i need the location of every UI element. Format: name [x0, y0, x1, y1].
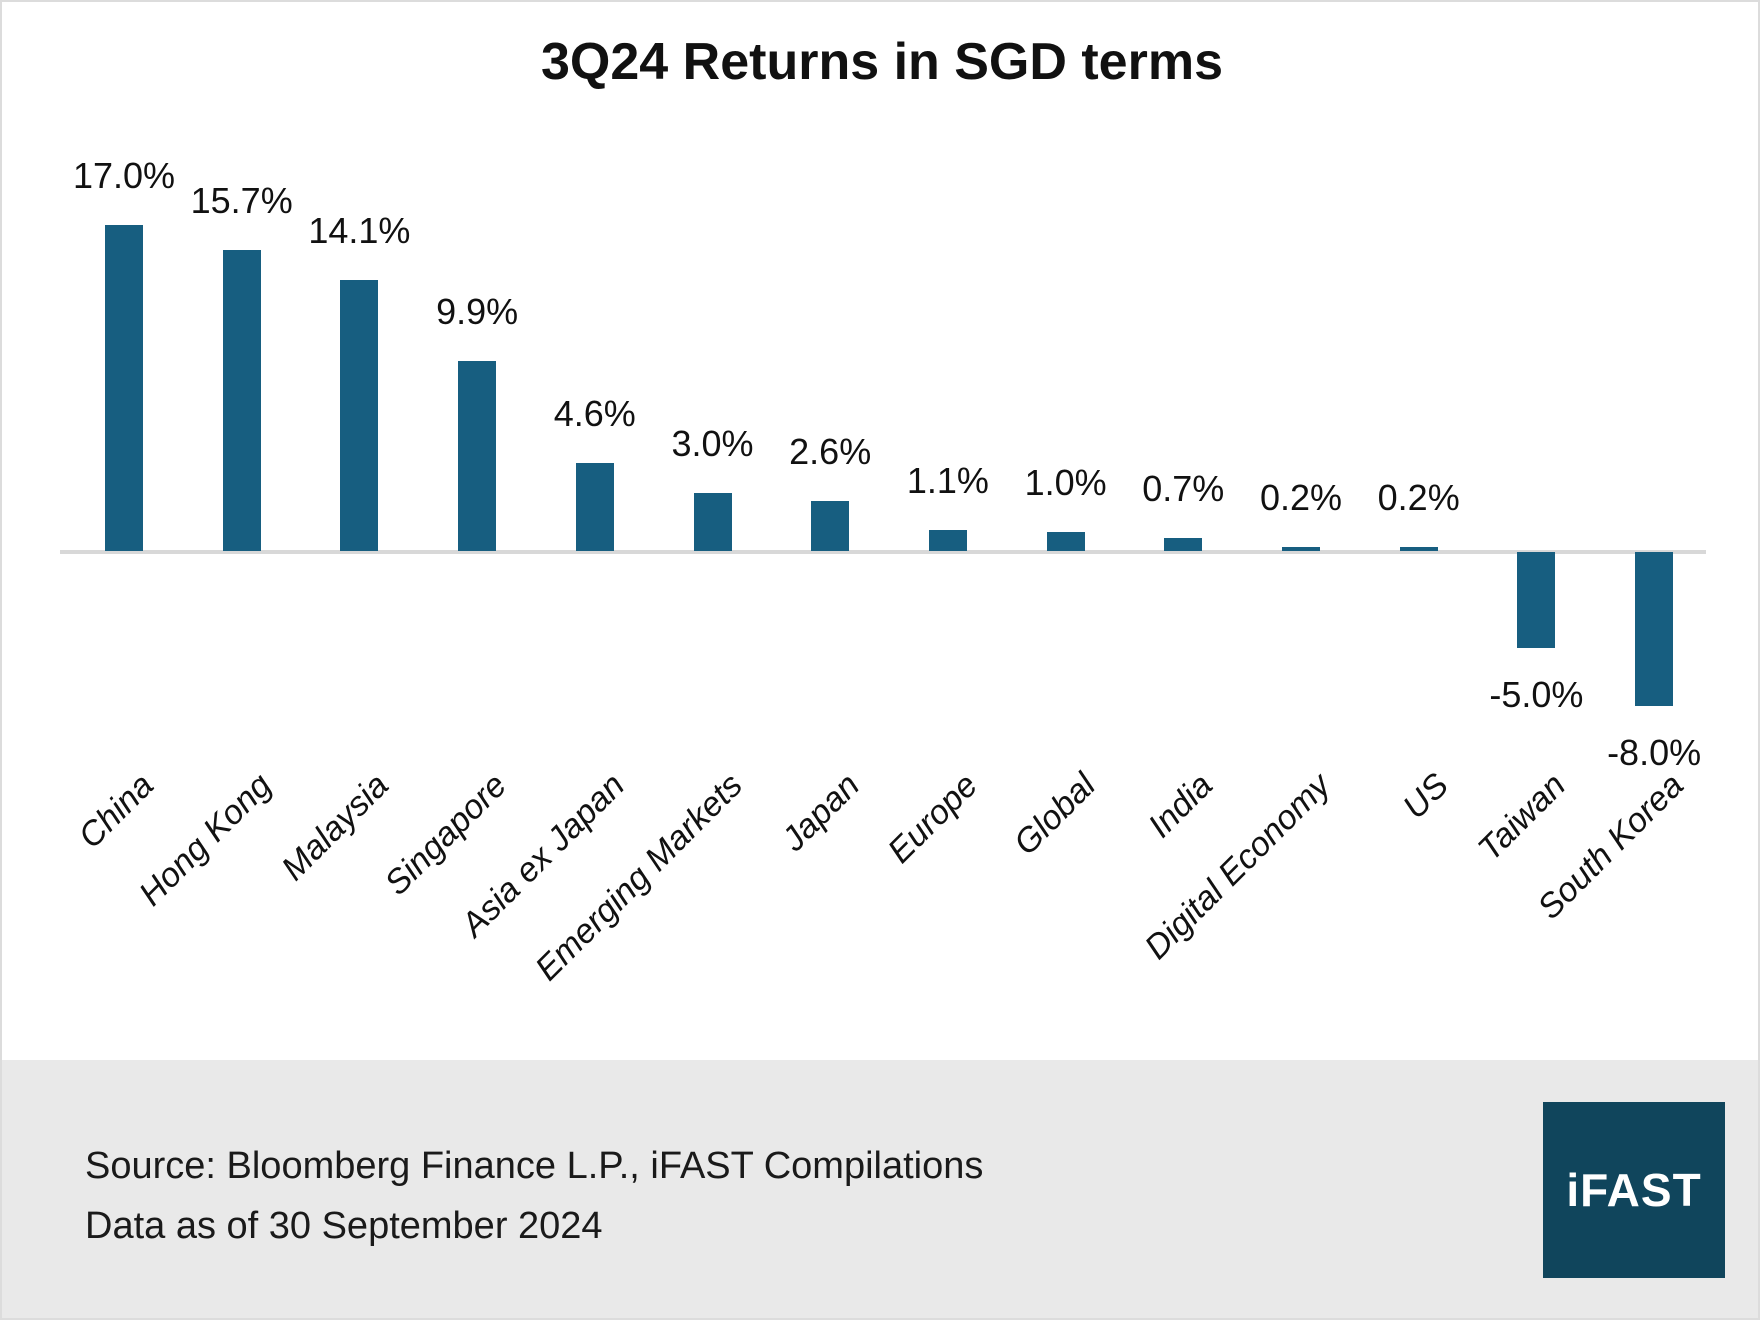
bar-south-korea — [1635, 552, 1674, 706]
value-label-taiwan: -5.0% — [1489, 674, 1584, 715]
zero-axis-line — [60, 550, 1706, 554]
chart-title: 3Q24 Returns in SGD terms — [541, 33, 1223, 91]
ifast-logo: iFAST — [1543, 1102, 1725, 1278]
bar-asia-ex-japan — [575, 462, 614, 551]
bar-digital-economy — [1282, 547, 1320, 551]
bar-china — [105, 224, 143, 551]
value-label-singapore: 9.9% — [436, 290, 519, 332]
value-label-asia-ex-japan: 4.6% — [553, 392, 636, 434]
chart-area: 17.0% China 15.7% Hong Kong 14.1% Malaysia 9.9… — [2, 2, 1758, 1062]
bar-europe — [928, 529, 967, 551]
bar-singapore — [458, 360, 497, 551]
bar-japan — [811, 501, 850, 551]
bar-hong-kong — [222, 249, 261, 551]
footer-band: Source: Bloomberg Finance L.P., iFAST Co… — [2, 1060, 1758, 1318]
value-label-us: 0.2% — [1377, 477, 1460, 519]
date-text: Data as of 30 September 2024 — [85, 1205, 603, 1247]
value-label-digital-economy: 0.2% — [1259, 477, 1343, 519]
bar-india — [1164, 537, 1203, 551]
bar-global — [1046, 531, 1085, 551]
bar-emerging-markets — [693, 493, 732, 551]
value-label-south-korea: -8.0% — [1607, 731, 1702, 773]
value-label-emerging-markets: 3.0% — [671, 423, 754, 465]
bar-malaysia — [340, 280, 379, 551]
bar-taiwan — [1517, 552, 1556, 648]
value-label-malaysia: 14.1% — [308, 210, 411, 252]
footer-text: Source: Bloomberg Finance L.P., iFAST Co… — [85, 1136, 983, 1256]
bar-us — [1399, 547, 1438, 551]
value-label-japan: 2.6% — [789, 431, 872, 473]
value-label-europe: 1.1% — [906, 459, 989, 501]
value-label-hong-kong: 15.7% — [190, 179, 293, 221]
source-text: Source: Bloomberg Finance L.P., iFAST Co… — [85, 1145, 984, 1187]
value-label-china: 17.0% — [72, 154, 176, 196]
value-label-global: 1.0% — [1024, 461, 1107, 503]
value-label-india: 0.7% — [1142, 467, 1225, 509]
ifast-logo-text: iFAST — [1566, 1164, 1702, 1216]
